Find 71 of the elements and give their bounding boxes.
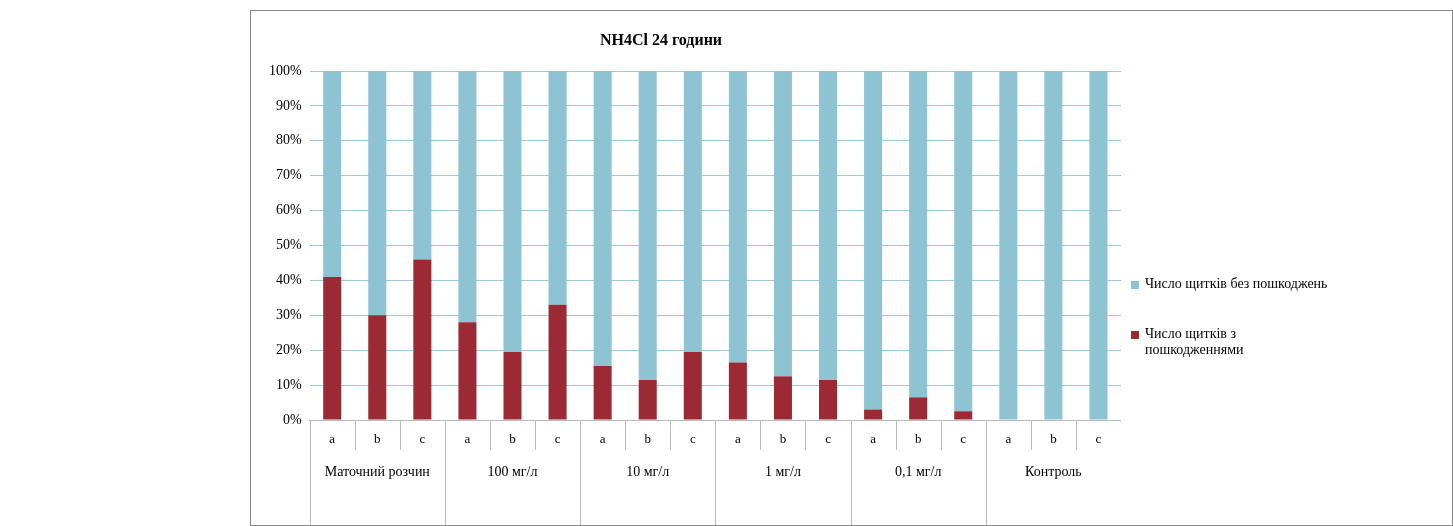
bar (683, 71, 702, 352)
bar (909, 71, 928, 398)
x-tick-label: a (734, 431, 741, 447)
y-tick-label: 70% (275, 167, 302, 183)
y-tick-label: 60% (275, 202, 302, 218)
y-tick-label: 100% (268, 62, 302, 78)
bar (864, 409, 883, 420)
bar (503, 71, 522, 352)
x-tick-label: a (464, 431, 471, 447)
bar (323, 71, 342, 277)
bar (728, 362, 747, 420)
x-tick-label: c (825, 431, 832, 447)
bar (638, 71, 657, 380)
x-tick-label: b (779, 431, 787, 447)
bar (909, 397, 928, 420)
chart-title: NH4Cl 24 години (598, 31, 724, 49)
text: 100 мг/л (487, 463, 538, 479)
x-tick-label: c (1095, 431, 1102, 447)
bar (548, 71, 567, 305)
x-tick-label: a (870, 431, 877, 447)
x-tick-label: a (599, 431, 606, 447)
text: Маточний розчин (324, 463, 431, 479)
bar (368, 315, 387, 420)
bar (368, 71, 387, 316)
bar (999, 71, 1018, 420)
bar (864, 71, 883, 410)
legend-label: Число щитків без пошкоджень (1145, 276, 1328, 292)
text: 0,1 мг/л (894, 463, 942, 479)
x-tick-label: c (960, 431, 967, 447)
bar (1089, 71, 1108, 420)
y-tick-label: 80% (275, 132, 302, 148)
bar (954, 411, 973, 420)
y-tick-label: 40% (275, 272, 302, 288)
bar (593, 365, 612, 420)
bar (593, 71, 612, 366)
text: 10 мг/л (626, 463, 670, 479)
bar (413, 259, 432, 420)
text: Контроль (1025, 463, 1082, 479)
x-tick-label: b (1050, 431, 1057, 447)
y-tick-label: 50% (275, 237, 302, 253)
y-tick-label: 0% (282, 411, 302, 427)
bar (728, 71, 747, 363)
x-tick-label: b (509, 431, 516, 447)
bar (503, 351, 522, 420)
bar (413, 71, 432, 260)
y-tick-label: 10% (275, 376, 302, 392)
x-tick-label: a (1005, 431, 1012, 447)
bar (683, 351, 702, 420)
bar (458, 71, 477, 323)
text: 1 мг/л (764, 463, 801, 479)
x-tick-label: b (374, 431, 381, 447)
bar (458, 322, 477, 420)
y-tick-label: 90% (275, 97, 302, 113)
bar (773, 71, 792, 377)
x-tick-label: c (554, 431, 561, 447)
bar (548, 304, 567, 420)
bar (954, 71, 973, 412)
bar (638, 379, 657, 420)
bar (819, 379, 838, 420)
y-tick-label: 30% (275, 306, 302, 322)
y-tick-label: 20% (275, 341, 302, 357)
x-tick-label: c (419, 431, 426, 447)
bar (773, 376, 792, 420)
x-tick-label: b (644, 431, 651, 447)
legend-label: Число щитків з пошкодженнями (1145, 326, 1245, 358)
bar (323, 276, 342, 420)
x-tick-label: c (689, 431, 696, 447)
bar (1044, 71, 1063, 420)
x-tick-label: a (329, 431, 336, 447)
x-tick-label: b (914, 431, 922, 447)
bar (819, 71, 838, 380)
